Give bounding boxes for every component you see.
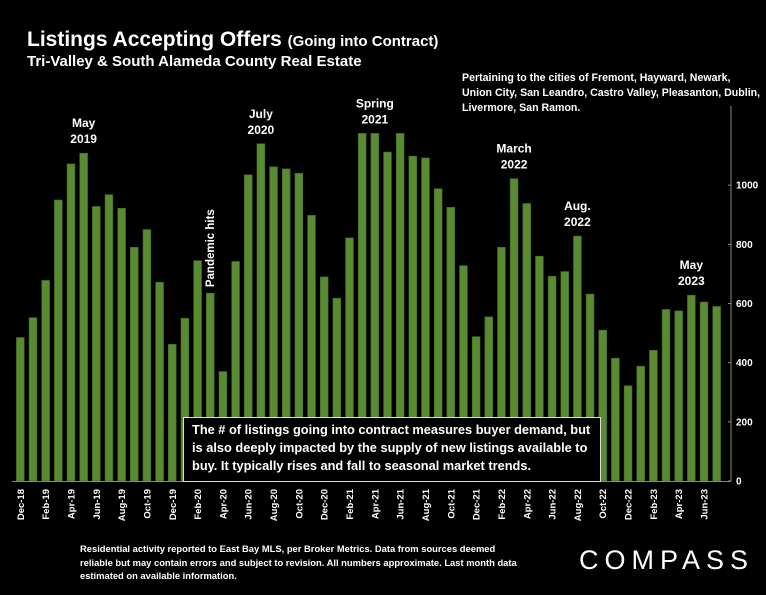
footnote: Residential activity reported to East Ba… — [80, 543, 517, 581]
chart-subtitle: Tri-Valley & South Alameda County Real E… — [27, 53, 362, 70]
annotation-label: May — [680, 258, 704, 272]
x-tick-label: Oct-22 — [598, 489, 609, 519]
cities-note: Pertaining to the cities of Fremont, Hay… — [462, 72, 761, 114]
x-tick-label: Oct-21 — [446, 488, 457, 518]
annotation-label: Spring — [356, 96, 394, 110]
x-tick-label: Dec-20 — [320, 489, 331, 520]
x-tick-label: Aug-21 — [421, 488, 432, 521]
title-parenthetical: (Going into Contract) — [287, 33, 439, 50]
x-tick-label: Jun-20 — [244, 489, 255, 520]
bar-Dec-19 — [168, 344, 177, 482]
compass-logo: COMPASS — [579, 545, 755, 575]
annotation-label: March — [496, 142, 531, 156]
bar-Nov-22 — [611, 357, 620, 482]
x-tick-label: Feb-23 — [649, 489, 660, 520]
bar-Apr-19 — [66, 163, 76, 482]
bar-Jan-19 — [28, 317, 38, 482]
x-tick-label: Dec-21 — [472, 488, 483, 520]
x-tick-label: Aug-19 — [117, 489, 128, 521]
annotation-label: 2021 — [361, 112, 388, 126]
bar-May-19 — [79, 152, 88, 482]
x-tick-label: Aug-22 — [573, 489, 584, 521]
y-tick-label: 400 — [736, 358, 753, 369]
annotation-label: Aug. — [564, 199, 591, 213]
annotation-label: 2022 — [501, 158, 528, 172]
bar-Jul-23 — [712, 306, 721, 482]
x-tick-label: Feb-19 — [41, 489, 52, 520]
y-tick-label: 800 — [736, 240, 753, 251]
y-tick-label: 600 — [736, 299, 753, 310]
x-tick-label: Feb-22 — [497, 489, 508, 520]
x-tick-label: Apr-20 — [218, 489, 229, 519]
bar-Jul-19 — [104, 194, 114, 482]
y-tick-label: 200 — [736, 417, 753, 428]
bar-Jun-23 — [699, 301, 709, 482]
bar-May-23 — [687, 294, 696, 482]
bar-Jun-19 — [92, 206, 101, 482]
bar-Apr-23 — [674, 310, 683, 482]
x-tick-label: Feb-20 — [193, 489, 204, 520]
x-tick-label: Apr-21 — [370, 488, 381, 519]
bar-Mar-19 — [54, 199, 63, 482]
x-tick-label: Dec-18 — [16, 489, 27, 520]
bar-Aug-19 — [117, 207, 126, 482]
x-tick-label: Oct-19 — [142, 489, 153, 519]
x-tick-label: Jun-19 — [92, 489, 103, 520]
annotation-label: May — [72, 116, 96, 130]
y-tick-label: 1000 — [736, 181, 759, 192]
bar-Feb-19 — [41, 280, 50, 482]
bar-Sep-19 — [130, 246, 139, 482]
bar-Mar-23 — [661, 309, 671, 482]
x-tick-label: Oct-20 — [294, 489, 305, 519]
chart-title: Listings Accepting Offers (Going into Co… — [27, 28, 438, 52]
annotation-label: July — [249, 107, 273, 121]
x-tick-label: Jun-22 — [548, 489, 559, 520]
x-tick-label: Feb-21 — [345, 488, 356, 519]
x-tick-label: Dec-22 — [624, 489, 635, 520]
annotation-label: 2022 — [564, 215, 591, 229]
x-tick-label: Apr-19 — [67, 489, 78, 519]
x-tick-label: Apr-23 — [674, 489, 685, 519]
x-tick-label: Dec-19 — [168, 489, 179, 520]
bar-Nov-19 — [155, 281, 164, 482]
y-tick-label: 0 — [736, 477, 742, 488]
x-tick-label: Aug-20 — [269, 489, 280, 521]
bar-Feb-23 — [649, 349, 658, 482]
annotation-label: 2019 — [70, 132, 97, 146]
x-tick-label: Apr-22 — [522, 489, 533, 519]
x-tick-label: Jun-21 — [396, 488, 407, 519]
callout-box: The # of listings going into contract me… — [183, 417, 601, 482]
annotation-label: 2023 — [678, 274, 705, 288]
bar-Jan-23 — [636, 365, 645, 482]
x-tick-label: Jun-23 — [700, 489, 711, 520]
annotation-label: 2020 — [248, 123, 275, 137]
annotation-pandemic-hits: Pandemic hits — [205, 209, 217, 287]
bar-Dec-18 — [16, 337, 25, 482]
title-main: Listings Accepting Offers — [27, 28, 282, 51]
bar-Oct-19 — [142, 229, 152, 482]
bar-Dec-22 — [623, 385, 633, 482]
